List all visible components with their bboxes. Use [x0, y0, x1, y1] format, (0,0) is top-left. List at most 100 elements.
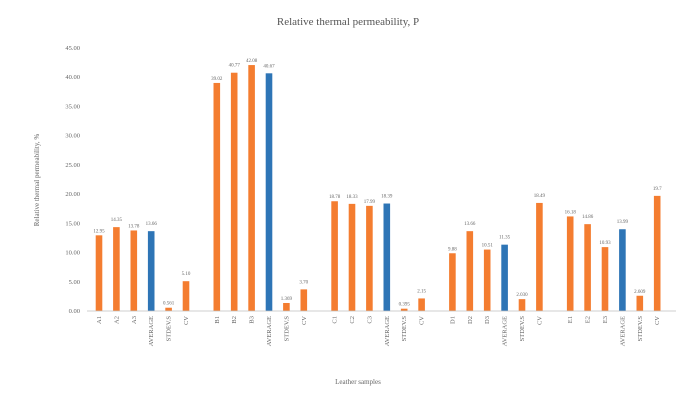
- data-label: 17.99: [364, 200, 376, 205]
- sample-bar: [518, 299, 526, 311]
- sample-bar: [165, 307, 172, 311]
- data-label: 2.609: [634, 290, 646, 295]
- sample-bar: [566, 216, 574, 311]
- sample-bar: [230, 72, 238, 311]
- data-label: 13.66: [464, 222, 476, 227]
- y-tick-label: 0.00: [69, 308, 80, 315]
- y-tick-label: 35.00: [65, 103, 80, 110]
- y-tick-label: 25.00: [65, 162, 80, 169]
- y-tick-label: 20.00: [65, 191, 80, 198]
- sample-bar: [130, 230, 138, 311]
- average-bar: [383, 203, 391, 311]
- sample-bar: [653, 195, 661, 311]
- data-label: 39.02: [211, 77, 223, 82]
- x-tick-label: CV: [183, 316, 190, 325]
- sample-bar: [483, 249, 491, 311]
- y-tick-label: 45.00: [65, 45, 80, 52]
- x-tick-label: A3: [131, 316, 138, 324]
- y-tick-label: 30.00: [65, 133, 80, 140]
- data-label: 40.77: [229, 64, 241, 69]
- x-tick-label: E3: [602, 316, 609, 323]
- data-label: 18.39: [381, 195, 393, 200]
- sample-bar: [95, 235, 103, 311]
- x-tick-label: E2: [585, 316, 592, 323]
- y-tick-label: 40.00: [65, 74, 80, 81]
- data-label: 10.93: [599, 241, 611, 246]
- sample-bar: [584, 224, 591, 311]
- y-tick-label: 5.00: [69, 279, 80, 286]
- sample-bar: [400, 308, 408, 311]
- x-tick-label: AVERAGE: [266, 316, 273, 346]
- x-tick-label: CV: [536, 316, 543, 325]
- data-label: 13.66: [146, 222, 158, 227]
- data-label: 0.561: [163, 302, 175, 307]
- x-tick-label: C1: [332, 316, 339, 324]
- sample-bar: [348, 203, 356, 311]
- data-label: 11.35: [499, 236, 511, 241]
- data-label: 18.78: [329, 195, 341, 200]
- data-label: 18.33: [346, 195, 358, 200]
- x-axis-label: Leather samples: [335, 378, 381, 386]
- x-tick-label: STDEV.S: [637, 316, 644, 342]
- x-tick-label: CV: [301, 316, 308, 325]
- sample-bar: [331, 201, 338, 311]
- data-label: 9.88: [448, 247, 457, 252]
- data-label: 2.15: [417, 289, 426, 294]
- sample-bar: [466, 231, 474, 311]
- x-axis-ticks: A1 A2 A3 AVERAGE STDEV.S CV B1 B2 B3 AVERAGE STDEV…: [96, 316, 661, 347]
- x-tick-label: C2: [349, 316, 356, 324]
- data-label: 14.35: [111, 218, 123, 223]
- x-tick-label: AVERAGE: [502, 316, 509, 346]
- x-tick-label: AVERAGE: [619, 316, 626, 346]
- y-tick-label: 15.00: [65, 220, 80, 227]
- x-tick-label: C3: [366, 316, 373, 324]
- sample-bar: [366, 205, 373, 311]
- sample-bar: [248, 65, 255, 311]
- x-tick-label: AVERAGE: [148, 316, 155, 346]
- sample-bar: [418, 298, 425, 311]
- sample-bar: [213, 82, 221, 312]
- data-label: 12.95: [93, 229, 105, 234]
- sample-bar: [636, 295, 644, 311]
- sample-bar: [113, 227, 120, 311]
- data-label: 5.10: [182, 272, 191, 277]
- data-label: 16.18: [565, 210, 577, 215]
- x-tick-label: D3: [484, 316, 491, 324]
- x-tick-label: AVERAGE: [384, 316, 391, 346]
- data-label: 1.369: [281, 297, 293, 302]
- average-bar: [501, 244, 508, 311]
- sample-bar: [300, 289, 308, 311]
- x-tick-label: B1: [214, 316, 221, 324]
- data-label: 10.51: [482, 244, 494, 249]
- data-label: 18.49: [534, 194, 546, 199]
- sample-bar: [182, 281, 190, 311]
- data-label: 42.08: [246, 59, 258, 64]
- x-tick-label: D2: [467, 316, 474, 324]
- data-label: 0.395: [399, 303, 411, 308]
- y-axis-ticks: 0.00 5.00 10.00 15.00 20.00 25.00 30.00 35.00 40…: [65, 45, 80, 315]
- x-tick-label: B2: [231, 316, 238, 324]
- data-label: 19.7: [653, 187, 662, 192]
- x-tick-label: A2: [113, 316, 120, 324]
- y-axis-label: Relative thermal permeability, %: [33, 134, 41, 227]
- sample-bar: [536, 202, 543, 311]
- data-label: 2.030: [516, 293, 528, 298]
- sample-bar: [283, 302, 290, 311]
- data-label: 13.78: [128, 224, 140, 229]
- bars-layer: [95, 65, 661, 312]
- data-labels-layer: 12.95 14.35 13.78 13.66 0.561 5.10 39.02 40.77 4…: [93, 59, 662, 308]
- x-tick-label: STDEV.S: [519, 316, 526, 342]
- x-tick-label: STDEV.S: [401, 316, 408, 342]
- data-label: 14.86: [582, 215, 594, 220]
- x-tick-label: A1: [96, 316, 103, 324]
- x-tick-label: B3: [249, 316, 256, 324]
- x-tick-label: CV: [654, 316, 661, 325]
- x-tick-label: E1: [567, 316, 574, 323]
- average-bar: [265, 73, 273, 311]
- average-bar: [147, 231, 155, 311]
- x-tick-label: STDEV.S: [283, 316, 290, 342]
- data-label: 40.67: [263, 64, 275, 69]
- x-tick-label: STDEV.S: [166, 316, 173, 342]
- sample-bar: [449, 253, 456, 311]
